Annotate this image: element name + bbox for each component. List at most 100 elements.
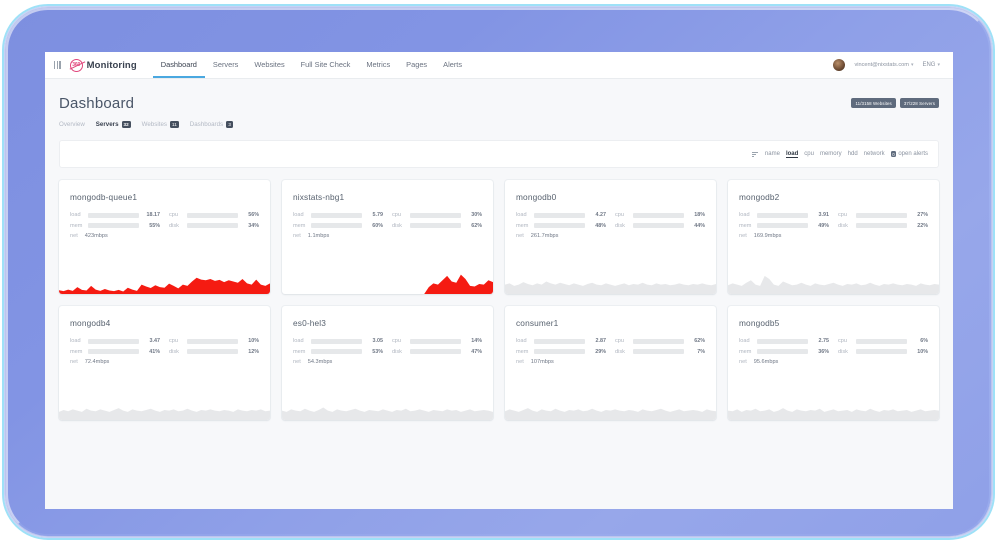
metric-cpu-track [633, 212, 684, 218]
sort-option-memory[interactable]: memory [819, 151, 842, 158]
nav-link-websites[interactable]: Websites [254, 59, 285, 69]
server-network-row: net 261.7mbps [505, 229, 716, 239]
page-title: Dashboard [59, 95, 135, 112]
server-name: consumer1 [516, 318, 559, 329]
server-name: nixstats-nbg1 [293, 192, 345, 203]
network-label: net [293, 359, 301, 366]
metric-cpu-track [410, 212, 461, 218]
sort-option-cpu[interactable]: cpu [804, 151, 814, 158]
server-card[interactable]: mongodb2 load 3.91 cpu 27% mem 49% disk 22% net 16… [728, 180, 939, 295]
network-value: 54.3mbps [307, 359, 333, 366]
metric-cpu-track [410, 338, 461, 344]
tab-websites-badge: 11 [169, 121, 179, 129]
server-card[interactable]: consumer1 load 2.87 cpu 62% mem 29% disk 7% net 10… [505, 306, 716, 421]
language-selector[interactable]: ENG ▾ [922, 62, 940, 68]
network-value: 72.4mbps [84, 359, 110, 366]
server-network-row: net 54.3mbps [282, 355, 493, 366]
sort-option-name[interactable]: name [764, 151, 780, 158]
metric-disk-value: 10% [917, 348, 928, 355]
nav-link-pages[interactable]: Pages [406, 59, 428, 69]
nav-link-full-site-check[interactable]: Full Site Check [300, 59, 351, 69]
metric-load-value: 2.75 [818, 338, 830, 345]
user-avatar[interactable] [833, 59, 846, 71]
metric-disk-value: 47% [471, 348, 482, 355]
metric-cpu-value: 27% [917, 212, 928, 219]
network-value: 107mbps [530, 359, 554, 366]
header-status-pills: 11/3158 Websites 37/228 Servers [851, 98, 939, 108]
metric-cpu-value: 30% [471, 212, 482, 219]
sort-icon[interactable] [751, 151, 758, 157]
metric-mem-track [757, 349, 808, 355]
metric-mem-track [311, 349, 362, 355]
server-network-row: net 72.4mbps [59, 355, 270, 366]
metric-cpu-value: 18% [694, 212, 705, 219]
metric-load-value: 5.79 [372, 212, 384, 219]
metric-load: load 5.79 [293, 212, 383, 218]
brand-logo[interactable]: 360 Monitoring [69, 58, 137, 72]
metric-mem-track [88, 349, 139, 355]
metric-mem-label: mem [293, 222, 306, 229]
open-alerts-count: 0 [890, 151, 897, 158]
primary-nav-links: Dashboard Servers Websites Full Site Che… [152, 52, 470, 78]
server-metrics: load 18.17 cpu 56% mem 55% disk 34% [59, 202, 270, 229]
metric-mem-value: 29% [595, 348, 606, 355]
server-network-row: net 107mbps [505, 355, 716, 366]
server-network-row: net 423mbps [59, 229, 270, 239]
tab-overview-label: Overview [59, 121, 85, 129]
sort-option-network[interactable]: network [863, 151, 885, 158]
server-card[interactable]: mongodb4 load 3.47 cpu 10% mem 41% disk 12% net 72… [59, 306, 270, 421]
server-name: mongodb2 [739, 192, 780, 203]
metric-disk-value: 12% [248, 348, 259, 355]
metric-load-label: load [516, 338, 527, 345]
server-card[interactable]: es0-hel3 load 3.05 cpu 14% mem 53% disk 47% net 54… [282, 306, 493, 421]
metric-disk-value: 44% [694, 222, 705, 229]
metric-disk: disk 44% [615, 223, 705, 229]
network-label: net [70, 359, 78, 366]
metric-load-track [311, 212, 362, 218]
tab-websites[interactable]: Websites 11 [142, 121, 179, 129]
language-label: ENG [922, 62, 936, 68]
nav-link-alerts[interactable]: Alerts [443, 59, 463, 69]
metric-disk-label: disk [169, 348, 179, 355]
metric-load-label: load [293, 212, 304, 219]
server-name: mongodb-queue1 [70, 192, 138, 203]
sparkline-chart [282, 407, 493, 421]
server-card[interactable]: mongodb0 load 4.27 cpu 18% mem 48% disk 44% net 26… [505, 180, 716, 295]
status-pill-websites[interactable]: 11/3158 Websites [851, 98, 896, 108]
open-alerts-filter[interactable]: 0 open alerts [890, 151, 928, 158]
metric-mem-value: 60% [372, 222, 383, 229]
nav-link-metrics[interactable]: Metrics [366, 59, 391, 69]
tab-servers[interactable]: Servers 32 [96, 121, 131, 129]
sparkline-chart [59, 278, 270, 295]
metric-load-track [757, 338, 808, 344]
server-cards-grid: mongodb-queue1 load 18.17 cpu 56% mem 55% disk 3… [59, 180, 939, 421]
nav-link-servers[interactable]: Servers [212, 59, 239, 69]
status-pill-servers[interactable]: 37/228 Servers [899, 98, 939, 108]
server-card[interactable]: mongodb5 load 2.75 cpu 6% mem 36% disk 10% net 95.… [728, 306, 939, 421]
metric-load-label: load [70, 212, 81, 219]
tab-dashboards[interactable]: Dashboards 3 [190, 121, 234, 129]
user-menu[interactable]: vincent@nixstats.com ▾ [854, 62, 913, 68]
server-card[interactable]: mongodb-queue1 load 18.17 cpu 56% mem 55% disk 3… [59, 180, 270, 295]
metric-mem-value: 41% [149, 348, 160, 355]
user-email-label: vincent@nixstats.com [854, 62, 909, 68]
server-card[interactable]: nixstats-nbg1 load 5.79 cpu 30% mem 60% disk 62%… [282, 180, 493, 295]
sort-option-hdd[interactable]: hdd [847, 151, 858, 158]
metric-disk: disk 10% [838, 349, 928, 355]
nav-link-dashboard[interactable]: Dashboard [152, 52, 205, 78]
metric-disk-track [410, 223, 461, 229]
sort-option-load[interactable]: load [785, 150, 799, 158]
metric-cpu-value: 56% [248, 212, 259, 219]
metric-load-label: load [70, 338, 81, 345]
sparkline-chart [505, 408, 716, 421]
metric-cpu-value: 6% [920, 338, 928, 345]
metric-cpu: cpu 30% [392, 212, 482, 218]
tab-overview[interactable]: Overview [59, 121, 85, 128]
server-network-row: net 95.6mbps [728, 355, 939, 365]
server-metrics: load 4.27 cpu 18% mem 48% disk 44% [505, 202, 716, 229]
metric-disk-track [633, 349, 684, 355]
grid-menu-icon[interactable] [54, 61, 61, 69]
tablet-screen: 360 Monitoring Dashboard Servers Website… [45, 52, 953, 509]
metric-mem: mem 53% [293, 349, 383, 355]
metric-mem: mem 48% [516, 223, 606, 229]
